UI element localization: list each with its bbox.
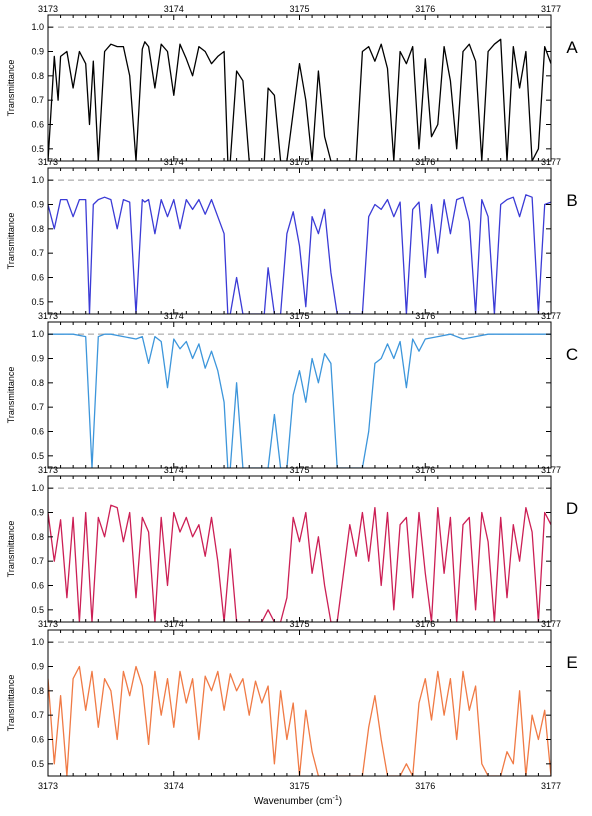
y-tick-label: 1.0 bbox=[31, 329, 44, 339]
plot-frame bbox=[47, 629, 552, 777]
y-tick-label: 0.6 bbox=[31, 735, 44, 745]
y-tick-label: 0.8 bbox=[31, 686, 44, 696]
x-tick-label: 3173 bbox=[38, 619, 58, 629]
panels-container: 3173 3174 3175 3176 3177 0.5 0.6 0.7 0.8 0.9 1.0 Tr… bbox=[6, 4, 578, 791]
x-tick-label: 3176 bbox=[415, 781, 435, 791]
x-tick-label: 3175 bbox=[289, 311, 309, 321]
x-tick-label: 3174 bbox=[164, 4, 184, 14]
x-tick-label: 3177 bbox=[541, 157, 561, 167]
x-tick-label: 3177 bbox=[541, 619, 561, 629]
x-tick-label: 3175 bbox=[289, 4, 309, 14]
y-tick-label: 0.7 bbox=[31, 248, 44, 258]
x-tick-label: 3176 bbox=[415, 465, 435, 475]
y-tick-label: 0.9 bbox=[31, 662, 44, 672]
series-line bbox=[48, 504, 551, 622]
panel-e: 3173 3174 3175 3176 3177 3173 3174 3175 3176 3177… bbox=[6, 619, 578, 791]
y-tick-label: 0.9 bbox=[31, 354, 44, 364]
x-tick-label: 3175 bbox=[289, 619, 309, 629]
y-tick-label: 0.6 bbox=[31, 427, 44, 437]
panel-label: D bbox=[566, 499, 578, 518]
series-line bbox=[48, 333, 551, 468]
y-tick-label: 0.8 bbox=[31, 532, 44, 542]
panel-d: 3173 3174 3175 3176 3177 0.5 0.6 0.7 0.8 0.9 1.0 Tr… bbox=[6, 465, 578, 623]
x-tick-label: 3173 bbox=[38, 4, 58, 14]
x-tick-label: 3175 bbox=[289, 157, 309, 167]
x-tick-label: 3175 bbox=[289, 781, 309, 791]
y-tick-label: 1.0 bbox=[31, 483, 44, 493]
y-tick-label: 0.9 bbox=[31, 47, 44, 57]
plot-frame bbox=[47, 321, 552, 469]
y-tick-label: 0.5 bbox=[31, 759, 44, 769]
x-tick-label: 3173 bbox=[38, 781, 58, 791]
x-tick-label: 3174 bbox=[164, 465, 184, 475]
panel-label: B bbox=[566, 191, 577, 210]
series-line bbox=[48, 38, 551, 161]
y-tick-label: 1.0 bbox=[31, 175, 44, 185]
y-tick-label: 1.0 bbox=[31, 637, 44, 647]
y-tick-label: 0.5 bbox=[31, 144, 44, 154]
x-tick-label: 3177 bbox=[541, 781, 561, 791]
series-line bbox=[48, 194, 551, 314]
x-tick-label: 3174 bbox=[164, 311, 184, 321]
y-tick-label: 0.8 bbox=[31, 224, 44, 234]
panel-a: 3173 3174 3175 3176 3177 0.5 0.6 0.7 0.8 0.9 1.0 Tr… bbox=[6, 4, 578, 162]
x-tick-label: 3176 bbox=[415, 157, 435, 167]
x-tick-label: 3176 bbox=[415, 311, 435, 321]
x-tick-label: 3174 bbox=[164, 157, 184, 167]
y-axis-title: Transmittance bbox=[6, 60, 16, 117]
x-tick-label: 3174 bbox=[164, 781, 184, 791]
y-axis-title: Transmittance bbox=[6, 367, 16, 424]
y-tick-label: 0.5 bbox=[31, 297, 44, 307]
x-tick-label: 3174 bbox=[164, 619, 184, 629]
y-tick-label: 0.9 bbox=[31, 508, 44, 518]
panel-label: C bbox=[566, 345, 578, 364]
panel-label: A bbox=[566, 38, 578, 57]
x-tick-label: 3173 bbox=[38, 157, 58, 167]
panel-label: E bbox=[566, 653, 577, 672]
plot-frame bbox=[47, 167, 552, 315]
y-tick-label: 0.8 bbox=[31, 378, 44, 388]
x-axis-title: Wavenumber (cm-1) bbox=[254, 795, 342, 807]
y-tick-label: 0.7 bbox=[31, 402, 44, 412]
x-tick-label: 3177 bbox=[541, 311, 561, 321]
y-tick-label: 0.8 bbox=[31, 71, 44, 81]
series-line bbox=[48, 665, 551, 776]
x-tick-label: 3176 bbox=[415, 4, 435, 14]
panel-b: 3173 3174 3175 3176 3177 0.5 0.6 0.7 0.8 0.9 1.0 Tr… bbox=[6, 157, 578, 315]
y-tick-label: 0.6 bbox=[31, 273, 44, 283]
y-axis-title: Transmittance bbox=[6, 521, 16, 578]
y-axis-title: Transmittance bbox=[6, 213, 16, 270]
x-tick-label: 3175 bbox=[289, 465, 309, 475]
x-tick-label: 3177 bbox=[541, 465, 561, 475]
y-tick-label: 1.0 bbox=[31, 22, 44, 32]
y-tick-label: 0.7 bbox=[31, 710, 44, 720]
y-tick-label: 0.6 bbox=[31, 120, 44, 130]
y-tick-label: 0.6 bbox=[31, 581, 44, 591]
y-tick-label: 0.5 bbox=[31, 451, 44, 461]
plot-frame bbox=[47, 14, 552, 162]
x-tick-label: 3173 bbox=[38, 311, 58, 321]
y-tick-label: 0.7 bbox=[31, 556, 44, 566]
y-tick-label: 0.5 bbox=[31, 605, 44, 615]
x-tick-label: 3177 bbox=[541, 4, 561, 14]
x-tick-label: 3173 bbox=[38, 465, 58, 475]
y-tick-label: 0.9 bbox=[31, 200, 44, 210]
y-tick-label: 0.7 bbox=[31, 95, 44, 105]
panel-c: 3173 3174 3175 3176 3177 0.5 0.6 0.7 0.8 0.9 1.0 Tr… bbox=[6, 311, 578, 469]
x-tick-label: 3176 bbox=[415, 619, 435, 629]
y-axis-title: Transmittance bbox=[6, 675, 16, 732]
